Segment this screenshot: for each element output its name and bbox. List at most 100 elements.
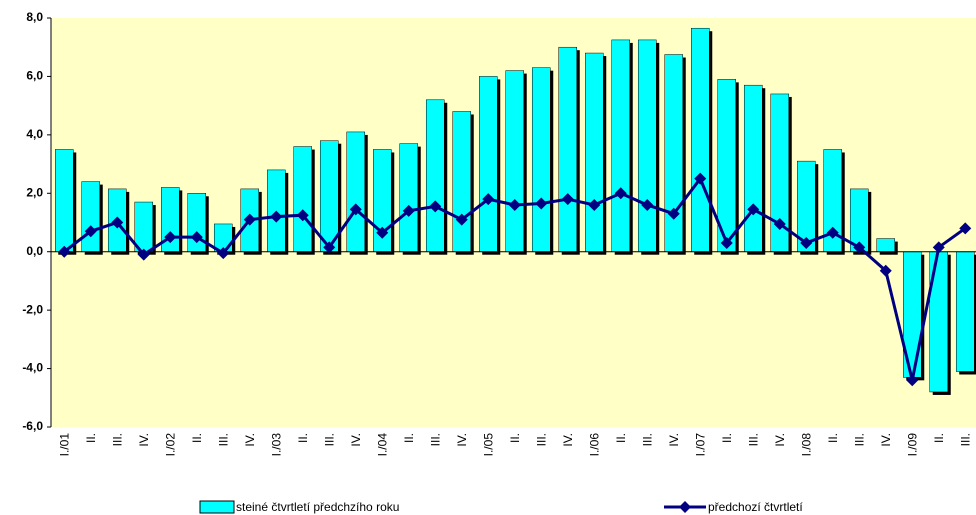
x-tick-label: III. xyxy=(534,433,548,446)
x-tick-label: IV. xyxy=(667,433,681,447)
x-tick-label: III. xyxy=(640,433,654,446)
bar xyxy=(426,99,445,252)
marker xyxy=(800,236,813,249)
bar xyxy=(320,140,339,252)
y-tick-label: -6,0 xyxy=(22,419,43,433)
y-tick-label: -4,0 xyxy=(22,361,43,375)
bar xyxy=(744,84,763,252)
x-tick-label: I./06 xyxy=(587,433,601,457)
marker xyxy=(402,204,415,217)
bar xyxy=(585,52,604,252)
bar xyxy=(638,39,657,252)
x-tick-label: I./01 xyxy=(57,433,71,457)
plot xyxy=(51,27,976,395)
x-tick-label: I./08 xyxy=(799,433,813,457)
bar xyxy=(611,39,630,252)
bar xyxy=(479,76,498,252)
marker xyxy=(959,222,972,235)
marker xyxy=(429,200,442,213)
marker xyxy=(932,241,945,254)
marker xyxy=(667,207,680,220)
marker xyxy=(694,172,707,185)
marker xyxy=(906,374,919,387)
marker xyxy=(720,236,733,249)
x-tick-label: I./03 xyxy=(269,433,283,457)
marker xyxy=(853,241,866,254)
y-tick-label: 2,0 xyxy=(26,185,43,199)
bar xyxy=(505,70,524,252)
bar xyxy=(452,111,471,252)
bar xyxy=(532,67,551,252)
marker xyxy=(561,193,574,206)
x-tick-label: III. xyxy=(852,433,866,446)
bar xyxy=(664,54,683,252)
x-tick-label: IV. xyxy=(773,433,787,447)
x-tick-label: I./04 xyxy=(375,433,389,457)
x-tick-label: II. xyxy=(508,433,522,443)
x-tick-label: I./02 xyxy=(163,433,177,457)
marker xyxy=(376,226,389,239)
bar xyxy=(399,143,418,252)
x-tick-label: III. xyxy=(322,433,336,446)
marker xyxy=(111,216,124,229)
marker xyxy=(217,247,230,260)
marker xyxy=(323,241,336,254)
marker xyxy=(84,225,97,238)
bar xyxy=(55,149,74,252)
marker xyxy=(296,209,309,222)
marker xyxy=(190,231,203,244)
marker xyxy=(879,264,892,277)
x-tick-label: III. xyxy=(746,433,760,446)
y-tick-label: 8,0 xyxy=(26,10,43,24)
marker xyxy=(773,217,786,230)
x-tick-label: II. xyxy=(402,433,416,443)
x-tick-label: II. xyxy=(932,433,946,443)
y-tick-label: 4,0 xyxy=(26,127,43,141)
bar xyxy=(691,27,710,252)
marker xyxy=(508,198,521,211)
marker xyxy=(588,198,601,211)
bar xyxy=(346,131,365,252)
x-tick-label: II. xyxy=(296,433,310,443)
bar xyxy=(558,46,577,252)
legend-label: předchozí čtvrtletí xyxy=(708,500,803,514)
x-tick-label: III. xyxy=(958,433,972,446)
marker xyxy=(614,187,627,200)
legend-marker xyxy=(679,501,691,513)
marker xyxy=(641,198,654,211)
x-tick-label: II. xyxy=(84,433,98,443)
marker xyxy=(243,213,256,226)
x-tick-label: IV. xyxy=(561,433,575,447)
x-tick-label: IV. xyxy=(349,433,363,447)
marker xyxy=(535,197,548,210)
bar xyxy=(876,238,895,252)
marker xyxy=(455,213,468,226)
x-tick-label: III. xyxy=(216,433,230,446)
legend-label: steiné čtvrtletí předchzího roku xyxy=(236,500,399,514)
bar xyxy=(293,146,312,252)
marker xyxy=(137,248,150,261)
marker xyxy=(747,203,760,216)
x-tick-label: III. xyxy=(110,433,124,446)
x-tick-label: IV. xyxy=(879,433,893,447)
bar xyxy=(134,201,153,252)
x-tick-label: II. xyxy=(190,433,204,443)
x-tick-label: IV. xyxy=(137,433,151,447)
y-tick-label: -2,0 xyxy=(22,302,43,316)
marker xyxy=(164,231,177,244)
x-tick-label: II. xyxy=(720,433,734,443)
marker xyxy=(482,193,495,206)
x-tick-label: IV. xyxy=(455,433,469,447)
x-tick-label: II. xyxy=(826,433,840,443)
x-tick-label: I./07 xyxy=(693,433,707,457)
bar xyxy=(956,251,975,372)
x-tick-label: I./05 xyxy=(481,433,495,457)
y-tick-label: 6,0 xyxy=(26,69,43,83)
marker xyxy=(58,245,71,258)
legend-swatch xyxy=(199,500,235,514)
marker xyxy=(826,226,839,239)
bar xyxy=(81,181,100,252)
x-tick-label: IV. xyxy=(243,433,257,447)
y-tick-label: 0,0 xyxy=(26,244,43,258)
